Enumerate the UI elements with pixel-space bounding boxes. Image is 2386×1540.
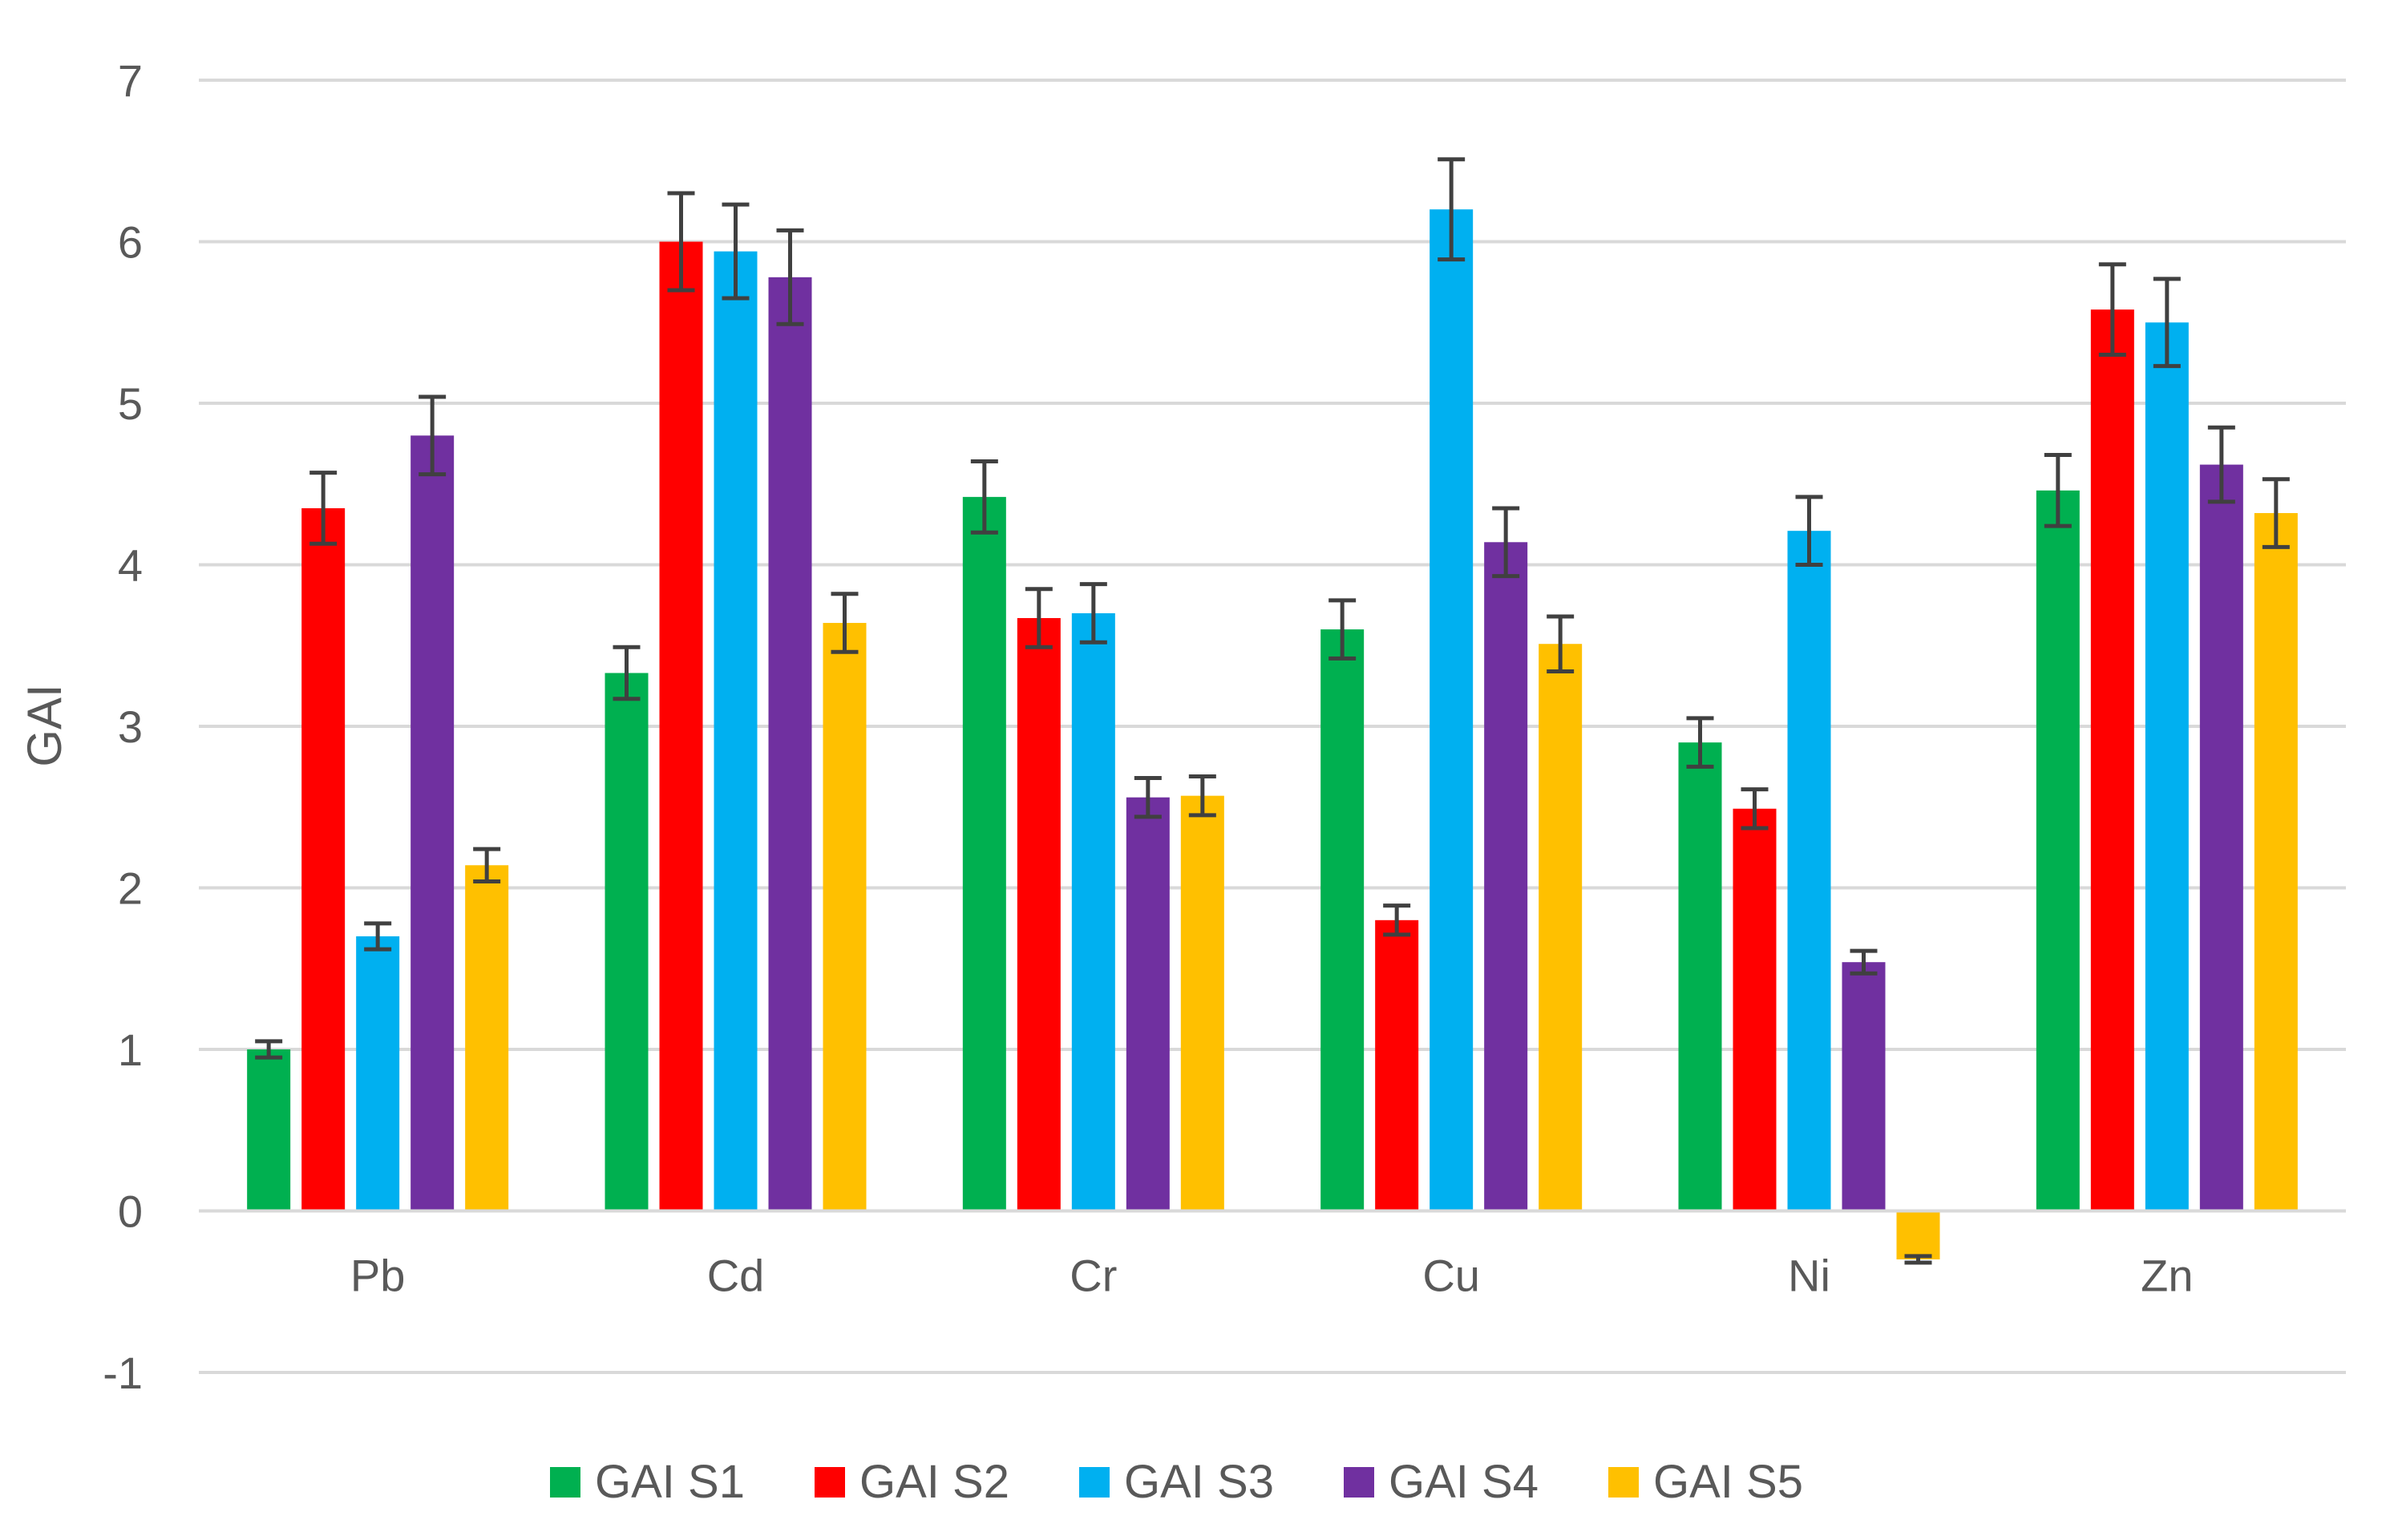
y-tick-label: 7 bbox=[118, 55, 143, 106]
bar bbox=[1896, 1211, 1940, 1259]
legend-label: GAI S3 bbox=[1124, 1456, 1274, 1508]
bar bbox=[1539, 644, 1583, 1211]
bar bbox=[1430, 209, 1474, 1211]
legend-label: GAI S5 bbox=[1653, 1456, 1803, 1508]
legend-label: GAI S4 bbox=[1389, 1456, 1539, 1508]
bar bbox=[659, 241, 703, 1211]
bar bbox=[356, 936, 400, 1211]
bar bbox=[1375, 920, 1419, 1211]
legend: GAI S1 GAI S2 GAI S3 GAI S4 GAI S5 bbox=[550, 1456, 1803, 1508]
bar bbox=[1180, 795, 1224, 1211]
y-tick-label: -1 bbox=[103, 1348, 143, 1398]
bar bbox=[1126, 797, 1170, 1211]
x-axis-categories: Pb Cd Cr Cu Ni Zn bbox=[350, 1251, 2194, 1301]
legend-swatch bbox=[815, 1467, 845, 1498]
error-bars bbox=[255, 157, 2290, 1265]
bar bbox=[1678, 742, 1722, 1211]
legend-label: GAI S2 bbox=[859, 1456, 1009, 1508]
y-axis-title: GAI bbox=[18, 684, 71, 766]
y-tick-label: 4 bbox=[118, 540, 143, 591]
bar bbox=[1017, 617, 1061, 1211]
bar bbox=[2145, 322, 2189, 1211]
legend-item: GAI S4 bbox=[1344, 1456, 1539, 1508]
bar bbox=[1484, 542, 1528, 1211]
bar bbox=[714, 251, 758, 1211]
bar bbox=[2090, 309, 2134, 1211]
bar bbox=[823, 623, 867, 1211]
gridlines bbox=[199, 79, 2346, 1374]
category-label: Pb bbox=[350, 1251, 406, 1301]
bar bbox=[2254, 513, 2298, 1211]
y-tick-label: 2 bbox=[118, 863, 143, 914]
category-label: Cu bbox=[1422, 1251, 1480, 1301]
bar bbox=[2199, 464, 2243, 1211]
bar bbox=[1842, 962, 1886, 1211]
category-label: Cd bbox=[707, 1251, 765, 1301]
bar bbox=[768, 277, 812, 1211]
legend-item: GAI S3 bbox=[1079, 1456, 1274, 1508]
legend-label: GAI S1 bbox=[595, 1456, 745, 1508]
bar bbox=[2036, 490, 2080, 1211]
y-tick-label: 1 bbox=[118, 1025, 143, 1075]
legend-swatch bbox=[550, 1467, 580, 1498]
legend-swatch bbox=[1344, 1467, 1374, 1498]
bar bbox=[1787, 531, 1831, 1211]
bars bbox=[247, 209, 2298, 1259]
y-tick-label: 5 bbox=[118, 378, 143, 429]
bar bbox=[962, 496, 1006, 1211]
bar bbox=[410, 435, 455, 1211]
category-label: Ni bbox=[1788, 1251, 1830, 1301]
category-label: Cr bbox=[1070, 1251, 1117, 1301]
y-tick-label: 6 bbox=[118, 217, 143, 268]
y-axis-ticks: -1 0 1 2 3 4 5 6 7 bbox=[103, 55, 143, 1398]
bar bbox=[1320, 629, 1365, 1211]
legend-swatch bbox=[1079, 1467, 1110, 1498]
bar bbox=[247, 1049, 291, 1211]
bar bbox=[1071, 612, 1115, 1211]
legend-swatch bbox=[1608, 1467, 1639, 1498]
y-tick-label: 0 bbox=[118, 1186, 143, 1237]
bar bbox=[301, 507, 346, 1211]
category-label: Zn bbox=[2141, 1251, 2193, 1301]
bar bbox=[465, 865, 509, 1211]
y-tick-label: 3 bbox=[118, 701, 143, 752]
legend-item: GAI S1 bbox=[550, 1456, 745, 1508]
legend-item: GAI S5 bbox=[1608, 1456, 1803, 1508]
bar bbox=[1733, 808, 1777, 1211]
bar bbox=[605, 673, 649, 1211]
legend-item: GAI S2 bbox=[815, 1456, 1009, 1508]
